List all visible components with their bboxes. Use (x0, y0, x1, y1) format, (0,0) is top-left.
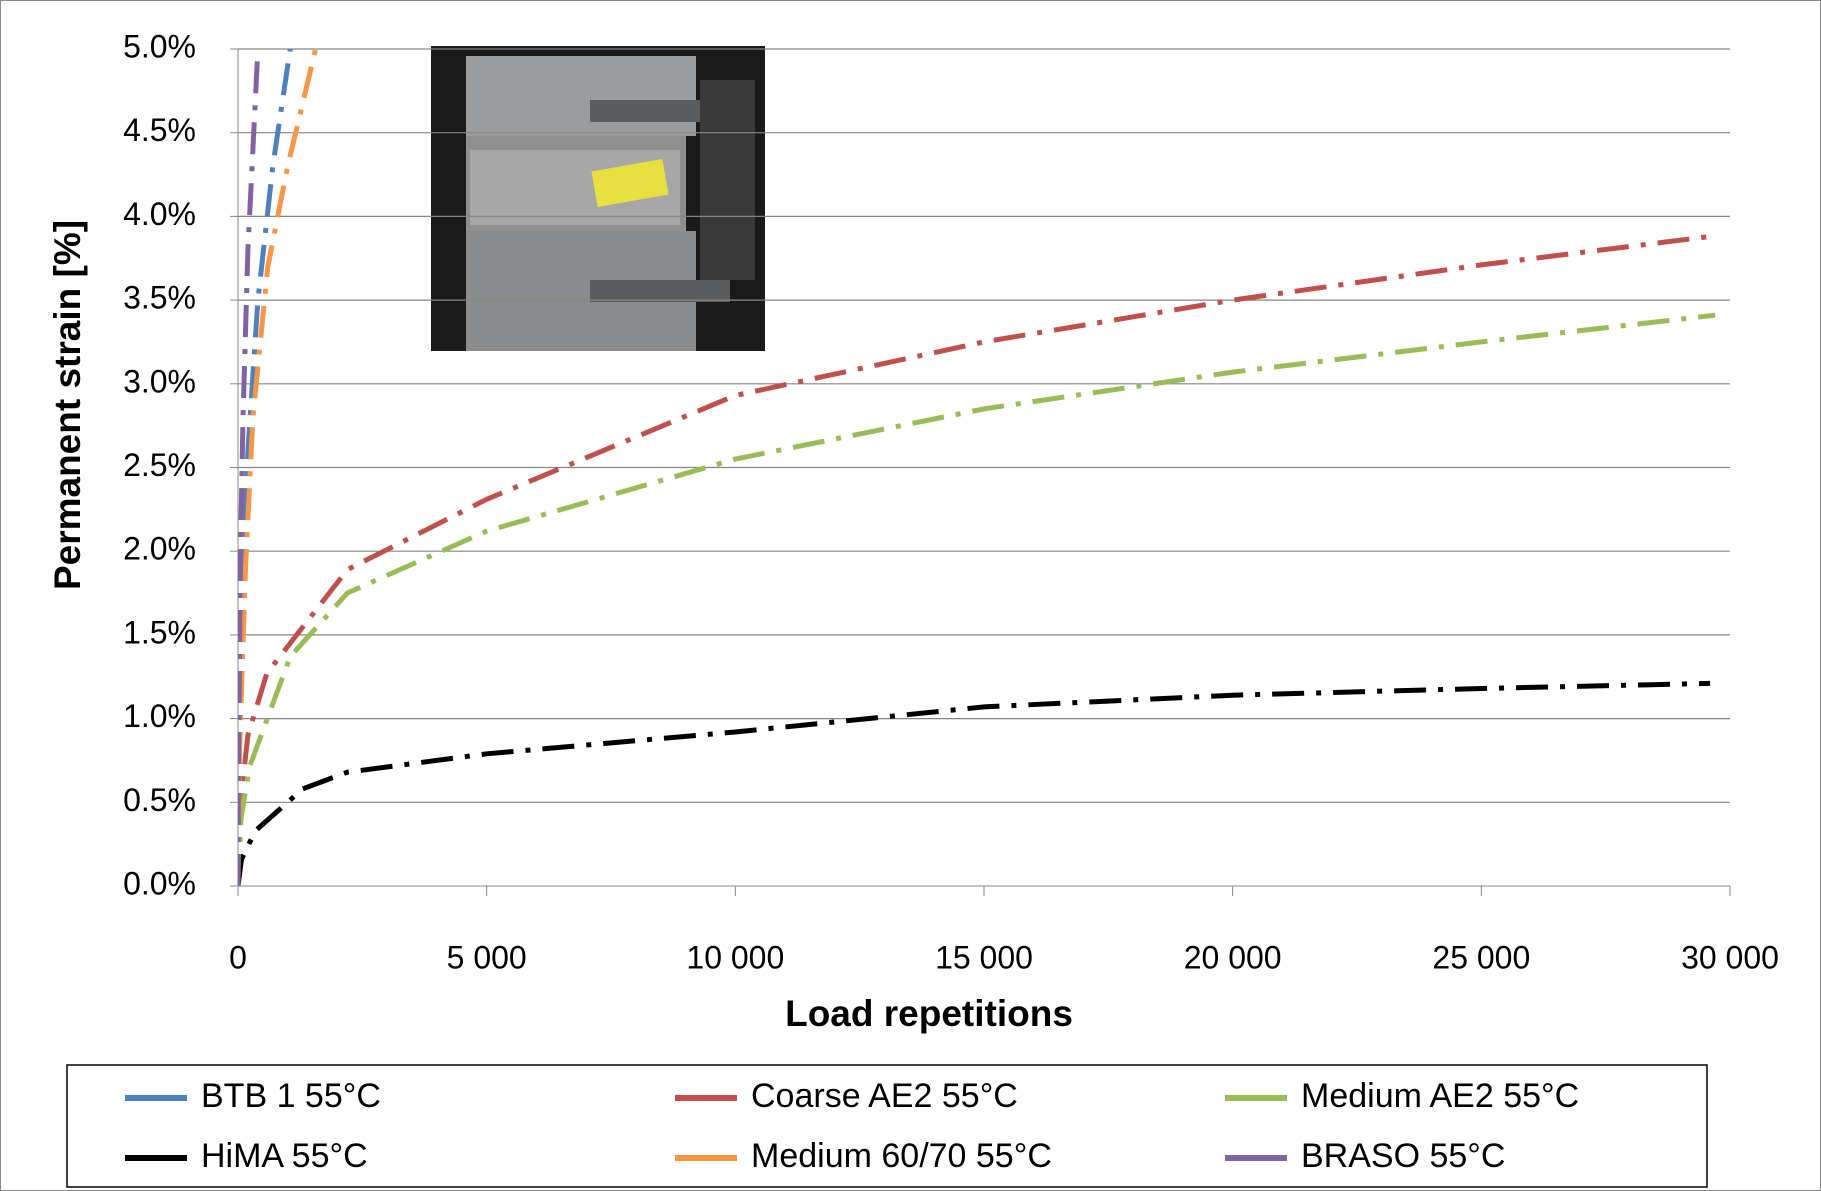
x-tick-label: 10 000 (686, 939, 784, 975)
legend-label: Medium 60/70 55°C (751, 1137, 1052, 1175)
x-tick-label: 30 000 (1681, 939, 1779, 975)
series-line (238, 234, 1711, 886)
x-tick-label: 20 000 (1184, 939, 1282, 975)
inset-photo (431, 46, 765, 351)
x-tick-label: 5 000 (447, 939, 527, 975)
y-tick-label: 3.0% (123, 363, 196, 399)
x-axis-title: Load repetitions (785, 993, 1073, 1034)
series-line (238, 680, 1711, 886)
legend-label: BTB 1 55°C (201, 1077, 381, 1115)
y-tick-label: 5.0% (123, 28, 196, 64)
legend-label: Coarse AE2 55°C (751, 1077, 1018, 1115)
legend-label: BRASO 55°C (1301, 1137, 1505, 1175)
y-tick-label: 3.5% (123, 280, 196, 316)
series-line (238, 48, 293, 886)
x-tick-label: 25 000 (1432, 939, 1530, 975)
x-tick-label: 15 000 (935, 939, 1033, 975)
x-tick-label: 0 (229, 939, 247, 975)
series-line (238, 312, 1716, 886)
y-tick-label: 0.5% (123, 782, 196, 818)
legend-label: Medium AE2 55°C (1301, 1077, 1579, 1115)
y-axis-title: Permanent strain [%] (47, 220, 88, 590)
y-tick-label: 4.0% (123, 196, 196, 232)
y-tick-label: 4.5% (123, 112, 196, 148)
legend-box (66, 1064, 1708, 1188)
y-tick-label: 2.0% (123, 531, 196, 567)
y-tick-label: 0.0% (123, 865, 196, 901)
legend-label: HiMA 55°C (201, 1137, 368, 1175)
y-tick-label: 1.0% (123, 698, 196, 734)
y-tick-label: 2.5% (123, 447, 196, 483)
y-tick-label: 1.5% (123, 614, 196, 650)
